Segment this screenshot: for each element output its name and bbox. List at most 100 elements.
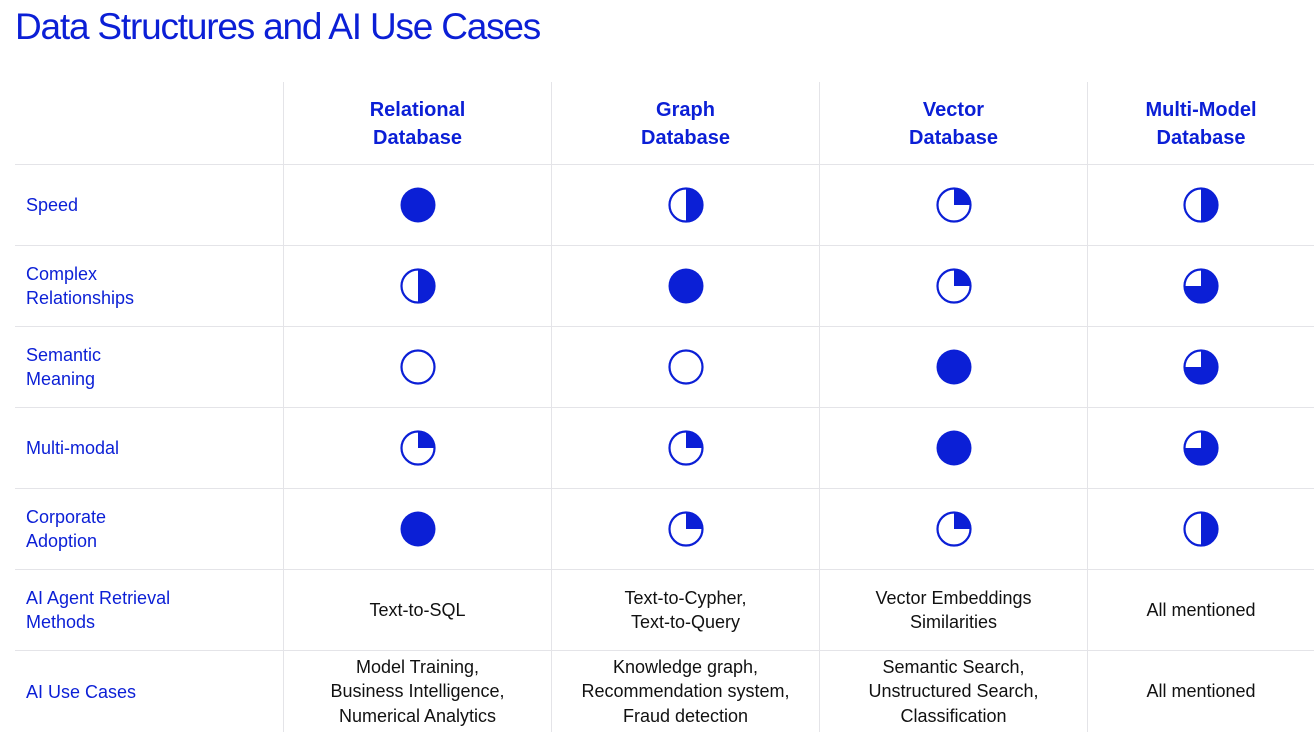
cell-text: All mentioned [1146,681,1256,702]
rating-cell [283,326,551,407]
rating-circle-icon [400,511,435,547]
row-label-speed: Speed [15,164,283,245]
rating-fill [1201,512,1218,546]
rating-cell [1087,164,1314,245]
rating-fill [685,512,702,529]
rating-circle-icon [399,268,436,304]
column-header-label: Vector Database [909,99,998,149]
row-label-text: Semantic Meaning [26,345,102,389]
rating-outline [399,268,436,304]
row-label-text: Corporate Adoption [26,507,107,551]
rating-circle-icon [668,268,703,304]
row-label-semantic-meaning: Semantic Meaning [15,326,283,407]
row-label-ai-use-cases: AI Use Cases [15,650,283,732]
rating-circle-icon [936,430,971,466]
rating-fill [1201,188,1218,222]
rating-cell [1087,407,1314,488]
table-cell: Knowledge graph, Recommendation system, Fr… [551,650,819,732]
rating-cell [551,326,819,407]
rating-fill [953,269,970,286]
rating-cell [283,488,551,569]
cell-text: Vector Embeddings Similarities [875,587,1032,633]
rating-circle-icon [935,187,972,223]
rating-fill [953,512,970,529]
row-label-text: Multi-modal [26,438,120,458]
comparison-table: Relational Database Graph Database Vector D… [15,82,1314,732]
row-label-text: AI Use Cases [26,681,137,702]
rating-circle-icon [667,430,704,466]
column-header-relational: Relational Database [283,82,551,164]
row-label-text: Complex Relationships [26,264,135,308]
rating-fill [953,188,970,205]
table-cell: Text-to-SQL [283,569,551,650]
rating-outline [399,430,436,466]
table-cell: All mentioned [1087,650,1314,732]
rating-circle-icon [667,511,704,547]
rating-fill [1184,350,1218,384]
column-header-label: Multi-Model Database [1145,99,1257,149]
rating-outline [1183,430,1219,466]
rating-fill [400,511,435,547]
rating-outline [1183,187,1219,223]
cell-text: All mentioned [1146,599,1256,620]
row-label-multi-modal: Multi-modal [15,407,283,488]
rating-circle-icon [399,430,436,466]
cell-text: Semantic Search, Unstructured Search, Clas… [868,656,1039,726]
table-cell: Model Training, Business Intelligence, Num… [283,650,551,732]
table-cell: All mentioned [1087,569,1314,650]
rating-circle-icon [1183,430,1219,466]
rating-cell [1087,326,1314,407]
cell-text: Model Training, Business Intelligence, Num… [330,656,505,726]
row-label-text: Speed [26,195,79,215]
row-label-complex-relationships: Complex Relationships [15,245,283,326]
rating-cell [819,407,1087,488]
rating-cell [1087,488,1314,569]
rating-fill [685,188,702,222]
table-cell: Text-to-Cypher, Text-to-Query [551,569,819,650]
rating-cell [551,245,819,326]
rating-outline [667,511,704,547]
rating-circle-icon [935,511,972,547]
rating-outline [667,430,704,466]
rating-cell [551,407,819,488]
row-label-retrieval-methods: AI Agent Retrieval Methods [15,569,283,650]
table-cell: Semantic Search, Unstructured Search, Clas… [819,650,1087,732]
rating-circle-icon [1183,268,1219,304]
rating-fill [668,268,703,304]
rating-fill [1184,431,1218,465]
rating-fill [417,269,434,303]
rating-circle-icon [400,187,435,223]
rating-outline [399,349,436,385]
column-header-label: Relational Database [369,99,466,149]
rating-cell [551,488,819,569]
cell-text: Text-to-Cypher, Text-to-Query [624,587,747,633]
rating-fill [417,431,434,448]
rating-outline [1183,349,1219,385]
rating-cell [283,407,551,488]
rating-circle-icon [936,349,971,385]
rating-fill [400,187,435,223]
column-header-multi-model: Multi-Model Database [1087,82,1314,164]
cell-text: Text-to-SQL [369,599,466,620]
rating-circle-icon [935,268,972,304]
rating-fill [936,349,971,385]
rating-cell [819,164,1087,245]
rating-cell [283,245,551,326]
rating-outline [667,187,704,223]
rating-circle-icon [667,349,704,385]
row-label-corporate-adoption: Corporate Adoption [15,488,283,569]
rating-cell [819,245,1087,326]
column-header-label: Graph Database [641,99,730,149]
rating-cell [283,164,551,245]
page-title: Data Structures and AI Use Cases [15,6,541,47]
header-corner [15,82,283,164]
rating-fill [685,431,702,448]
rating-circle-icon [399,349,436,385]
rating-outline [935,511,972,547]
rating-circle-icon [1183,349,1219,385]
rating-outline [667,349,704,385]
rating-circle-icon [667,187,704,223]
rating-fill [1184,269,1218,303]
rating-outline [1183,268,1219,304]
rating-circle-icon [1183,187,1219,223]
